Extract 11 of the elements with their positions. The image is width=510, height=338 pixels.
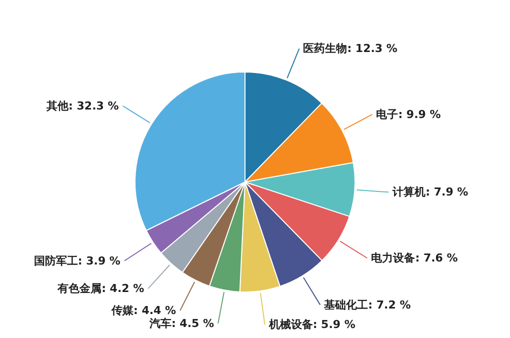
slice-label: 医药生物: 12.3 % [303, 42, 398, 56]
slice-label: 汽车: 4.5 % [148, 316, 214, 330]
slice-label: 基础化工: 7.2 % [323, 298, 411, 312]
slice-label: 电子: 9.9 % [376, 108, 441, 121]
slice-label: 有色金属: 4.2 % [56, 282, 144, 296]
slice-label: 机械设备: 5.9 % [268, 318, 356, 332]
slice-label: 计算机: 7.9 % [392, 186, 468, 199]
slice-label: 传媒: 4.4 % [110, 304, 176, 318]
slice-label: 其他: 32.3 % [46, 99, 119, 112]
slice-label: 国防军工: 3.9 % [34, 254, 120, 268]
slice-label: 电力设备: 7.6 % [371, 252, 458, 265]
